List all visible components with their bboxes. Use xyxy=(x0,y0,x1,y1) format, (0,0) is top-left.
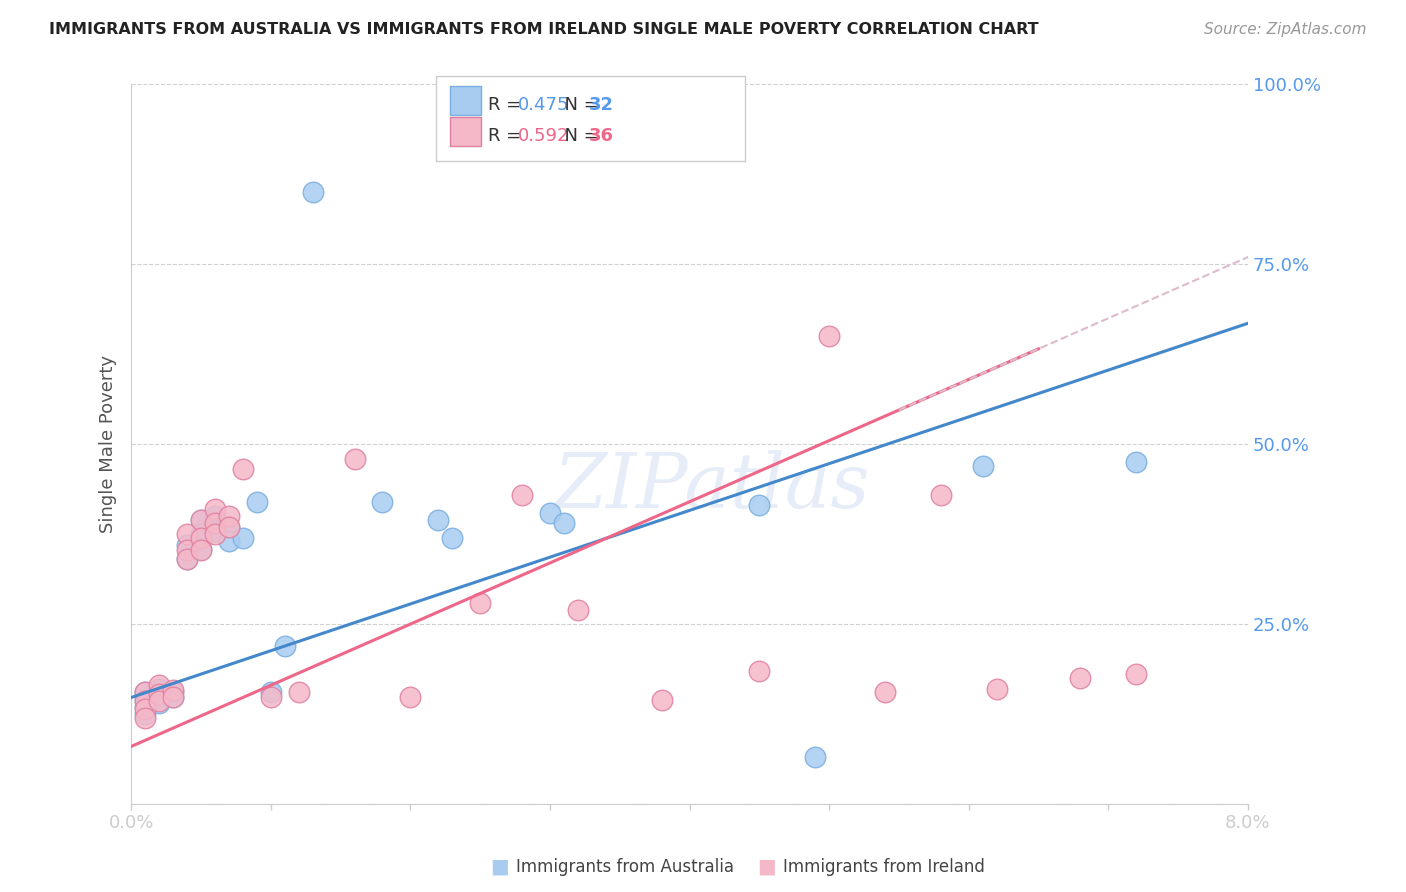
Point xyxy=(134,711,156,725)
Point xyxy=(204,527,226,541)
Point xyxy=(287,685,309,699)
Point xyxy=(162,685,184,699)
Point xyxy=(134,702,156,716)
Point xyxy=(148,689,170,703)
Point xyxy=(190,513,212,527)
Point xyxy=(748,664,770,678)
Text: R =: R = xyxy=(488,128,527,145)
Point xyxy=(176,552,198,566)
Point xyxy=(190,531,212,545)
Point xyxy=(190,543,212,558)
Point xyxy=(148,681,170,696)
Text: Source: ZipAtlas.com: Source: ZipAtlas.com xyxy=(1204,22,1367,37)
Point xyxy=(232,531,254,545)
Point xyxy=(190,527,212,541)
Text: Immigrants from Ireland: Immigrants from Ireland xyxy=(783,858,986,876)
Point xyxy=(232,462,254,476)
Point xyxy=(134,685,156,699)
Point xyxy=(190,541,212,556)
Y-axis label: Single Male Poverty: Single Male Poverty xyxy=(100,355,117,533)
Point xyxy=(148,694,170,708)
Point xyxy=(748,499,770,513)
Point xyxy=(162,690,184,705)
Text: 0.592: 0.592 xyxy=(517,128,569,145)
Point xyxy=(553,516,575,531)
Point xyxy=(148,696,170,710)
Point xyxy=(134,694,156,708)
Point xyxy=(1125,667,1147,681)
Point xyxy=(929,487,952,501)
Text: ZIPatlas: ZIPatlas xyxy=(554,450,870,524)
Point xyxy=(567,603,589,617)
Point xyxy=(176,527,198,541)
Point xyxy=(510,487,533,501)
Point xyxy=(218,520,240,534)
Point xyxy=(274,639,297,653)
Point xyxy=(218,520,240,534)
Text: Immigrants from Australia: Immigrants from Australia xyxy=(516,858,734,876)
Point xyxy=(343,451,366,466)
Point xyxy=(134,685,156,699)
Text: 36: 36 xyxy=(589,128,614,145)
Point xyxy=(441,531,464,545)
Text: IMMIGRANTS FROM AUSTRALIA VS IMMIGRANTS FROM IRELAND SINGLE MALE POVERTY CORRELA: IMMIGRANTS FROM AUSTRALIA VS IMMIGRANTS … xyxy=(49,22,1039,37)
Point xyxy=(162,683,184,698)
Point xyxy=(204,516,226,531)
Point xyxy=(470,595,492,609)
Point xyxy=(972,458,994,473)
Text: R =: R = xyxy=(488,96,527,114)
Point xyxy=(204,502,226,516)
Point xyxy=(176,552,198,566)
Point xyxy=(399,690,422,705)
Point xyxy=(986,681,1008,696)
Point xyxy=(1069,671,1091,685)
Point xyxy=(818,329,841,343)
Point xyxy=(218,509,240,524)
Point xyxy=(301,186,323,200)
Text: 0.475: 0.475 xyxy=(517,96,569,114)
Point xyxy=(204,509,226,524)
Point xyxy=(176,538,198,552)
Point xyxy=(1125,455,1147,469)
Text: ▪: ▪ xyxy=(489,853,509,881)
Text: N =: N = xyxy=(553,128,605,145)
Point xyxy=(427,513,450,527)
Point xyxy=(190,513,212,527)
Point xyxy=(162,690,184,705)
Point xyxy=(134,706,156,721)
Point xyxy=(246,495,269,509)
Point xyxy=(176,543,198,558)
Point xyxy=(134,692,156,706)
Point xyxy=(873,685,896,699)
Text: 32: 32 xyxy=(589,96,614,114)
Point xyxy=(204,524,226,538)
Point xyxy=(148,687,170,701)
Text: N =: N = xyxy=(553,96,605,114)
Point xyxy=(134,699,156,714)
Point xyxy=(260,685,283,699)
Point xyxy=(804,750,827,764)
Point xyxy=(651,692,673,706)
Point xyxy=(371,495,394,509)
Point xyxy=(260,690,283,705)
Text: ▪: ▪ xyxy=(756,853,776,881)
Point xyxy=(218,534,240,549)
Point xyxy=(148,678,170,692)
Point xyxy=(538,506,561,520)
